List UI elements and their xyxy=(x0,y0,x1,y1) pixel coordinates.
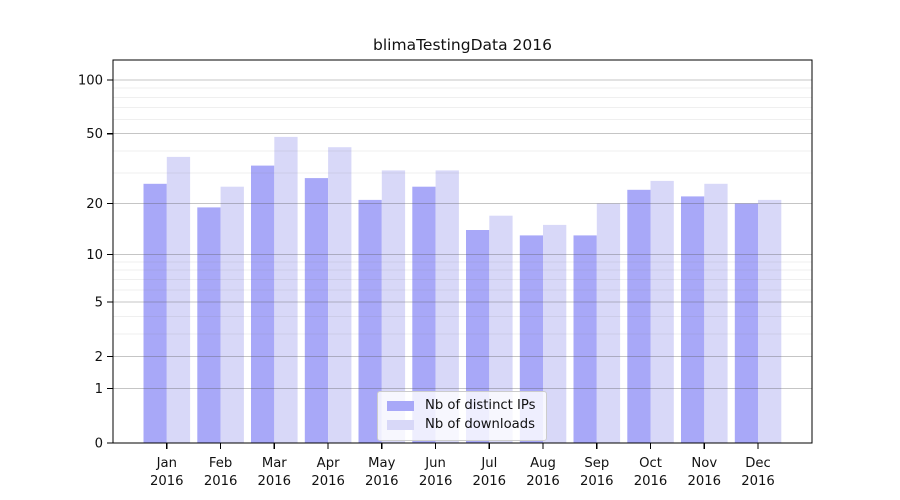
x-tick-label-month-jul: Jul xyxy=(480,456,497,471)
y-tick-label-10: 10 xyxy=(86,248,103,263)
bar-jan-downloads xyxy=(166,156,191,443)
bar-apr-downloads xyxy=(328,147,352,443)
y-tick-label-5: 5 xyxy=(95,296,103,311)
x-tick-label-year-feb: 2016 xyxy=(204,474,238,489)
x-tick-label-year-oct: 2016 xyxy=(634,474,668,489)
bar-jun-distinct-ips xyxy=(412,186,436,443)
legend-item: Nb of distinct IPs xyxy=(387,398,536,414)
y-tick-label-1: 1 xyxy=(95,382,103,397)
x-tick-label-year-sep: 2016 xyxy=(580,474,614,489)
y-tick-label-100: 100 xyxy=(78,74,103,89)
x-tick-label-month-feb: Feb xyxy=(209,456,232,471)
bar-jun-downloads xyxy=(435,170,459,443)
legend: Nb of distinct IPs Nb of downloads xyxy=(377,391,547,441)
legend-label-downloads: Nb of downloads xyxy=(425,417,535,432)
x-tick-label-month-may: May xyxy=(368,456,395,471)
x-tick-label-year-apr: 2016 xyxy=(311,474,345,489)
bar-oct-distinct-ips xyxy=(627,189,651,443)
bar-mar-downloads xyxy=(274,136,298,443)
chart-title: blimaTestingData 2016 xyxy=(373,36,552,54)
legend-swatch-distinct-ips xyxy=(387,401,414,411)
x-tick-label-month-oct: Oct xyxy=(639,456,662,471)
bar-feb-distinct-ips xyxy=(197,207,221,443)
plot-border xyxy=(112,59,813,444)
bar-mar-distinct-ips xyxy=(251,165,275,443)
y-tick-label-2: 2 xyxy=(95,350,103,365)
y-tick-label-50: 50 xyxy=(86,127,103,142)
bar-oct-downloads xyxy=(650,180,674,443)
legend-swatch-downloads xyxy=(387,420,414,430)
y-tick-label-0: 0 xyxy=(95,437,103,452)
bar-may-distinct-ips xyxy=(358,199,382,443)
x-tick-label-month-jun: Jun xyxy=(424,456,446,471)
x-tick-label-year-jun: 2016 xyxy=(419,474,453,489)
bar-apr-distinct-ips xyxy=(304,178,329,443)
legend-label-distinct-ips: Nb of distinct IPs xyxy=(425,398,536,413)
bar-jul-downloads xyxy=(489,215,513,443)
x-tick-label-year-jan: 2016 xyxy=(150,474,184,489)
x-tick-label-month-sep: Sep xyxy=(584,456,609,471)
bar-sep-downloads xyxy=(596,203,621,443)
bar-nov-distinct-ips xyxy=(681,196,705,443)
bar-jan-distinct-ips xyxy=(143,183,167,444)
bar-jul-distinct-ips xyxy=(466,230,490,443)
x-tick-label-month-apr: Apr xyxy=(317,456,340,471)
x-tick-label-year-mar: 2016 xyxy=(258,474,292,489)
bar-feb-downloads xyxy=(220,186,244,443)
x-tick-label-year-aug: 2016 xyxy=(526,474,560,489)
bar-dec-distinct-ips xyxy=(734,203,759,443)
bar-sep-distinct-ips xyxy=(573,235,597,443)
bar-may-downloads xyxy=(381,170,406,443)
x-tick-label-month-mar: Mar xyxy=(262,456,287,471)
legend-item: Nb of downloads xyxy=(387,417,536,433)
x-tick-label-year-nov: 2016 xyxy=(688,474,722,489)
x-tick-label-month-jan: Jan xyxy=(156,456,177,471)
bar-aug-downloads xyxy=(543,224,567,443)
x-tick-label-month-dec: Dec xyxy=(745,456,771,471)
bar-nov-downloads xyxy=(704,183,728,444)
x-tick-label-year-jul: 2016 xyxy=(473,474,507,489)
x-tick-label-month-nov: Nov xyxy=(691,456,717,471)
y-tick-label-20: 20 xyxy=(86,197,103,212)
x-tick-label-month-aug: Aug xyxy=(530,456,556,471)
x-tick-label-year-may: 2016 xyxy=(365,474,399,489)
x-tick-label-year-dec: 2016 xyxy=(741,474,775,489)
bar-dec-downloads xyxy=(758,199,782,443)
